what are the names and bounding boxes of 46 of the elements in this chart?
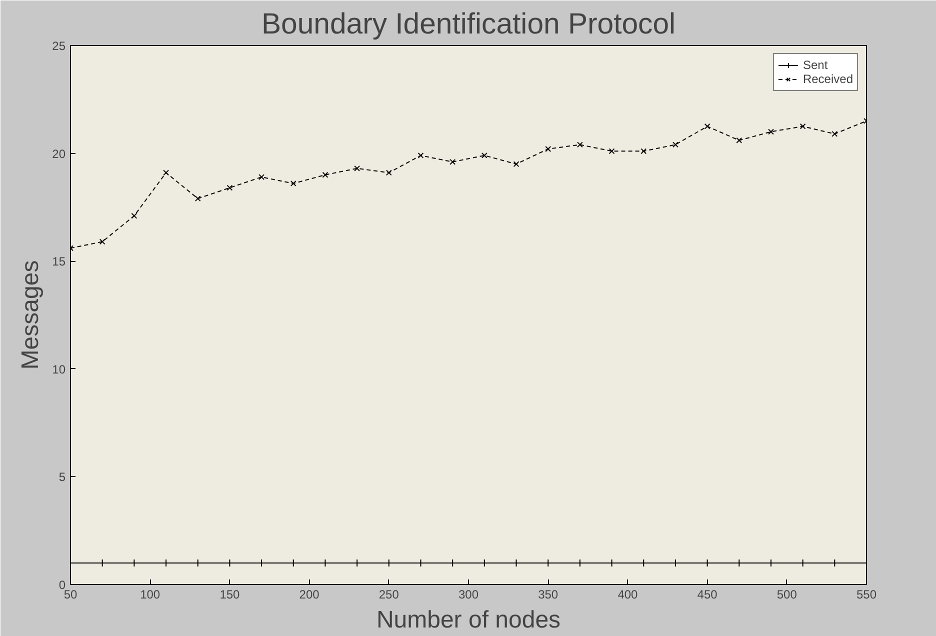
x-tick-label: 200 xyxy=(299,588,320,602)
point xyxy=(322,172,328,178)
y-axis-title: Messages xyxy=(17,260,44,370)
x-axis-title: Number of nodes xyxy=(376,606,561,634)
point xyxy=(450,158,456,165)
point xyxy=(258,174,265,180)
y-tick-label: 25 xyxy=(52,39,66,53)
point xyxy=(290,180,296,186)
y-tick-label: 5 xyxy=(58,470,66,484)
point xyxy=(194,196,201,202)
legend-label: Received xyxy=(802,72,853,86)
x-tick-label: 400 xyxy=(618,588,638,602)
point xyxy=(99,238,106,245)
y-tick-label: 10 xyxy=(52,362,66,376)
point xyxy=(226,184,233,191)
point xyxy=(354,165,360,172)
x-tick-label: 450 xyxy=(697,588,718,602)
point xyxy=(736,137,742,144)
point xyxy=(576,142,583,148)
point xyxy=(418,152,424,158)
x-tick-label: 350 xyxy=(538,588,558,602)
y-tick-label: 0 xyxy=(58,578,66,592)
legend-label: Sent xyxy=(802,58,828,72)
point xyxy=(672,142,678,148)
y-tick-label: 15 xyxy=(52,254,66,269)
point xyxy=(640,148,647,154)
point xyxy=(513,161,520,168)
point xyxy=(386,170,392,176)
chart-title: Boundary Identification Protocol xyxy=(261,8,676,40)
x-tick-label: 300 xyxy=(458,588,479,602)
point xyxy=(704,123,710,130)
point xyxy=(131,212,138,219)
x-tick-label: 250 xyxy=(378,588,400,602)
x-tick-label: 550 xyxy=(856,588,877,602)
point xyxy=(545,146,552,152)
point xyxy=(481,152,488,158)
point xyxy=(800,123,806,130)
x-tick-label: 100 xyxy=(140,588,160,602)
point xyxy=(768,128,774,135)
x-tick-label: 150 xyxy=(220,588,240,602)
x-tick-label: 500 xyxy=(776,588,798,602)
point xyxy=(163,170,169,176)
point xyxy=(608,148,615,154)
point xyxy=(832,130,838,137)
x-tick-label: 50 xyxy=(64,588,78,602)
y-tick-label: 20 xyxy=(52,146,66,161)
